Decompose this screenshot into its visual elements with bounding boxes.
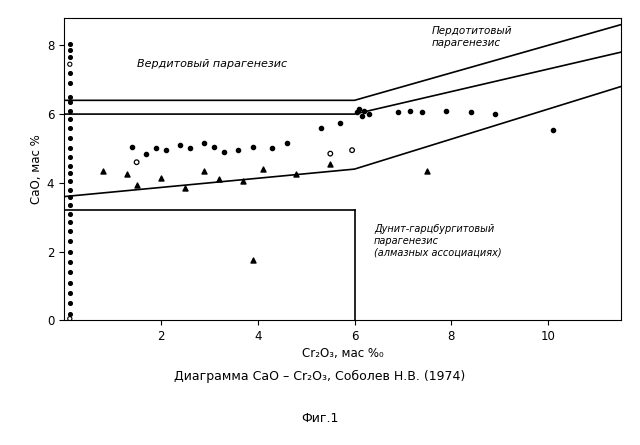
- Point: [248, 257, 258, 264]
- Point: [325, 150, 335, 157]
- Point: [316, 124, 326, 131]
- Y-axis label: CaO, мас %: CaO, мас %: [29, 134, 43, 204]
- Point: [65, 107, 75, 114]
- Point: [65, 289, 75, 296]
- Point: [214, 176, 224, 183]
- Point: [65, 61, 75, 68]
- Point: [65, 248, 75, 255]
- Text: Дунит-гарцбургитовый
парагенезис
(алмазных ассоциациях): Дунит-гарцбургитовый парагенезис (алмазн…: [374, 224, 502, 257]
- Text: Пердотитовый
парагенезис: Пердотитовый парагенезис: [432, 26, 513, 48]
- Point: [490, 110, 500, 117]
- Point: [199, 167, 209, 174]
- Point: [248, 143, 258, 150]
- Point: [122, 171, 132, 178]
- Point: [219, 148, 229, 155]
- Point: [335, 119, 345, 126]
- Point: [65, 186, 75, 193]
- Point: [65, 202, 75, 209]
- Point: [185, 145, 195, 152]
- Point: [393, 109, 403, 116]
- Point: [65, 269, 75, 276]
- Point: [65, 210, 75, 217]
- Point: [131, 181, 141, 188]
- Point: [199, 140, 209, 147]
- Point: [238, 178, 248, 185]
- Text: Вердитовый парагенезис: Вердитовый парагенезис: [136, 59, 287, 69]
- Point: [422, 167, 432, 174]
- Point: [127, 143, 137, 150]
- Point: [356, 112, 367, 119]
- Text: Диаграмма CaO – Cr₂O₃, Соболев Н.В. (1974): Диаграмма CaO – Cr₂O₃, Соболев Н.В. (197…: [174, 369, 466, 383]
- Point: [151, 145, 161, 152]
- Point: [65, 116, 75, 123]
- Point: [65, 145, 75, 152]
- Point: [65, 40, 75, 47]
- Point: [257, 166, 268, 173]
- Point: [442, 107, 452, 114]
- Point: [65, 93, 75, 101]
- Point: [65, 238, 75, 245]
- Point: [65, 227, 75, 235]
- Point: [347, 146, 357, 154]
- Point: [131, 159, 141, 166]
- Point: [233, 146, 243, 154]
- Point: [65, 299, 75, 307]
- Point: [352, 109, 362, 116]
- Point: [65, 178, 75, 185]
- Point: [65, 315, 75, 322]
- Point: [65, 310, 75, 317]
- Point: [141, 150, 152, 157]
- Point: [161, 146, 171, 154]
- Point: [65, 69, 75, 77]
- Point: [282, 140, 292, 147]
- Point: [465, 109, 476, 116]
- Point: [364, 110, 374, 117]
- Point: [548, 126, 558, 133]
- Point: [65, 259, 75, 266]
- Point: [65, 169, 75, 176]
- Point: [65, 193, 75, 200]
- Point: [417, 109, 428, 116]
- Point: [267, 145, 277, 152]
- Point: [65, 134, 75, 142]
- Point: [65, 80, 75, 87]
- Point: [65, 279, 75, 286]
- Point: [354, 105, 364, 113]
- Point: [65, 54, 75, 61]
- Point: [175, 142, 186, 149]
- Point: [65, 124, 75, 131]
- Point: [156, 174, 166, 181]
- Point: [359, 107, 369, 114]
- Point: [65, 47, 75, 54]
- Point: [98, 167, 108, 174]
- Point: [209, 143, 220, 150]
- Point: [65, 98, 75, 105]
- Point: [325, 160, 335, 167]
- Point: [405, 107, 415, 114]
- X-axis label: Cr₂O₃, мас %₀: Cr₂O₃, мас %₀: [301, 347, 383, 360]
- Point: [180, 184, 190, 191]
- Point: [65, 154, 75, 161]
- Point: [65, 162, 75, 169]
- Point: [65, 219, 75, 226]
- Point: [291, 171, 301, 178]
- Text: Фиг.1: Фиг.1: [301, 412, 339, 425]
